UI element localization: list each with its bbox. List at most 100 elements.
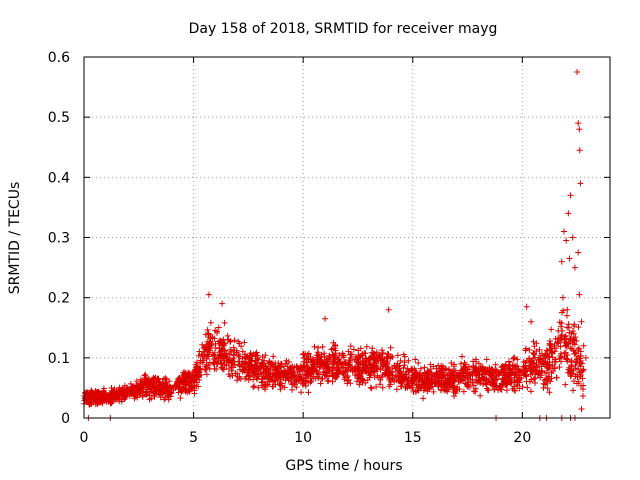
data-point — [105, 392, 112, 399]
data-point — [479, 368, 486, 375]
x-tick-labels: 0 5 10 15 20 — [80, 430, 532, 446]
data-point — [106, 394, 113, 401]
data-point — [522, 345, 529, 352]
data-point — [578, 318, 585, 325]
data-point — [551, 348, 558, 355]
data-point — [314, 349, 321, 356]
data-point — [166, 378, 173, 385]
data-point — [493, 376, 500, 383]
data-point — [460, 388, 467, 395]
data-point — [410, 380, 417, 387]
data-point — [211, 352, 218, 359]
data-point — [259, 354, 266, 361]
data-point — [393, 363, 400, 370]
data-point — [276, 362, 283, 369]
data-point — [189, 384, 196, 391]
data-point — [192, 366, 199, 373]
data-point — [430, 388, 437, 395]
data-point — [415, 359, 422, 366]
data-point — [184, 389, 191, 396]
data-point — [502, 361, 509, 368]
data-point — [501, 372, 508, 379]
data-point — [560, 228, 567, 235]
data-point — [278, 371, 285, 378]
data-point — [195, 352, 202, 359]
data-point — [352, 364, 359, 371]
data-point — [530, 350, 537, 357]
data-point — [546, 373, 553, 380]
y-axis-label: SRMTID / TECUs — [7, 182, 23, 295]
data-point — [559, 294, 566, 301]
data-point — [569, 370, 576, 377]
data-point — [224, 332, 231, 339]
data-point — [255, 356, 262, 363]
data-point — [298, 389, 305, 396]
data-point — [493, 383, 500, 390]
data-point — [438, 380, 445, 387]
data-point — [379, 384, 386, 391]
data-point — [378, 347, 385, 354]
data-point — [382, 371, 389, 378]
data-point — [370, 362, 377, 369]
data-point — [176, 380, 183, 387]
data-point — [353, 378, 360, 385]
data-point — [299, 351, 306, 358]
data-point — [289, 363, 296, 370]
data-point — [290, 380, 297, 387]
data-point — [252, 370, 259, 377]
data-point — [484, 387, 491, 394]
data-point — [580, 342, 587, 349]
data-point — [449, 382, 456, 389]
data-point — [325, 377, 332, 384]
data-point — [204, 326, 211, 333]
data-point — [301, 363, 308, 370]
data-point — [309, 361, 316, 368]
data-point — [342, 360, 349, 367]
data-point — [226, 358, 233, 365]
data-point — [516, 385, 523, 392]
data-point — [514, 374, 521, 381]
data-point — [282, 360, 289, 367]
data-point — [197, 360, 204, 367]
data-point — [526, 346, 533, 353]
data-point — [191, 376, 198, 383]
data-point — [207, 334, 214, 341]
data-point — [384, 353, 391, 360]
data-point — [575, 120, 582, 127]
data-point — [329, 378, 336, 385]
data-point — [195, 383, 202, 390]
data-point — [579, 367, 586, 374]
data-point — [394, 352, 401, 359]
data-point — [321, 350, 328, 357]
data-point — [389, 369, 396, 376]
data-point — [340, 368, 347, 375]
data-point — [369, 345, 376, 352]
data-point — [506, 376, 513, 383]
data-point — [319, 375, 326, 382]
data-point — [212, 355, 219, 362]
data-point — [344, 377, 351, 384]
data-point — [357, 361, 364, 368]
data-point — [577, 352, 584, 359]
data-point — [527, 358, 534, 365]
data-point — [420, 395, 427, 402]
data-point — [576, 369, 583, 376]
data-point — [231, 337, 238, 344]
data-point — [371, 369, 378, 376]
data-point — [371, 352, 378, 359]
data-point — [214, 361, 221, 368]
data-point — [245, 367, 252, 374]
data-point — [574, 346, 581, 353]
data-point — [261, 381, 268, 388]
data-point — [385, 306, 392, 313]
data-point — [565, 210, 572, 217]
data-point — [129, 383, 136, 390]
data-point — [571, 323, 578, 330]
data-point — [230, 344, 237, 351]
data-point — [504, 373, 511, 380]
data-point — [356, 381, 363, 388]
data-point — [530, 363, 537, 370]
data-point — [116, 384, 123, 391]
x-tick-label: 0 — [80, 430, 89, 446]
data-point — [475, 360, 482, 367]
